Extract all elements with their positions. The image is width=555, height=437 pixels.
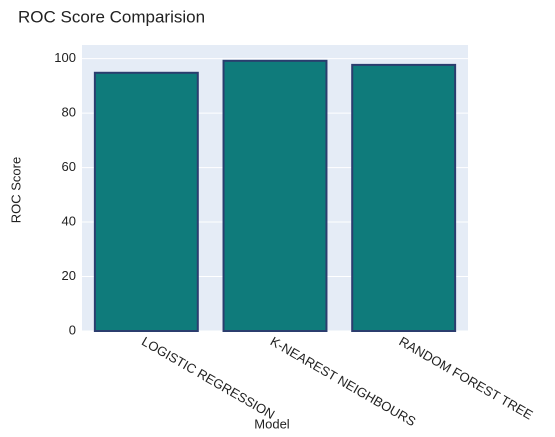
x-tick-label: K-NEAREST NEIGHBOURS	[268, 334, 419, 430]
x-tick-label: LOGISTIC REGRESSION	[139, 334, 277, 422]
y-axis-title: ROC Score	[8, 157, 23, 223]
y-tick-label: 100	[54, 50, 76, 65]
y-tick-label: 80	[62, 105, 76, 120]
y-tick-label: 40	[62, 213, 76, 228]
y-tick-label: 20	[62, 268, 76, 283]
bar	[93, 71, 199, 332]
x-tick-label: RANDOM FOREST TREE	[396, 334, 535, 423]
bar	[351, 63, 457, 332]
bar	[222, 59, 328, 332]
y-tick-label: 0	[69, 322, 76, 337]
x-axis-title: Model	[254, 416, 290, 431]
chart-title: ROC Score Comparision	[18, 7, 205, 26]
y-tick-label: 60	[62, 159, 76, 174]
